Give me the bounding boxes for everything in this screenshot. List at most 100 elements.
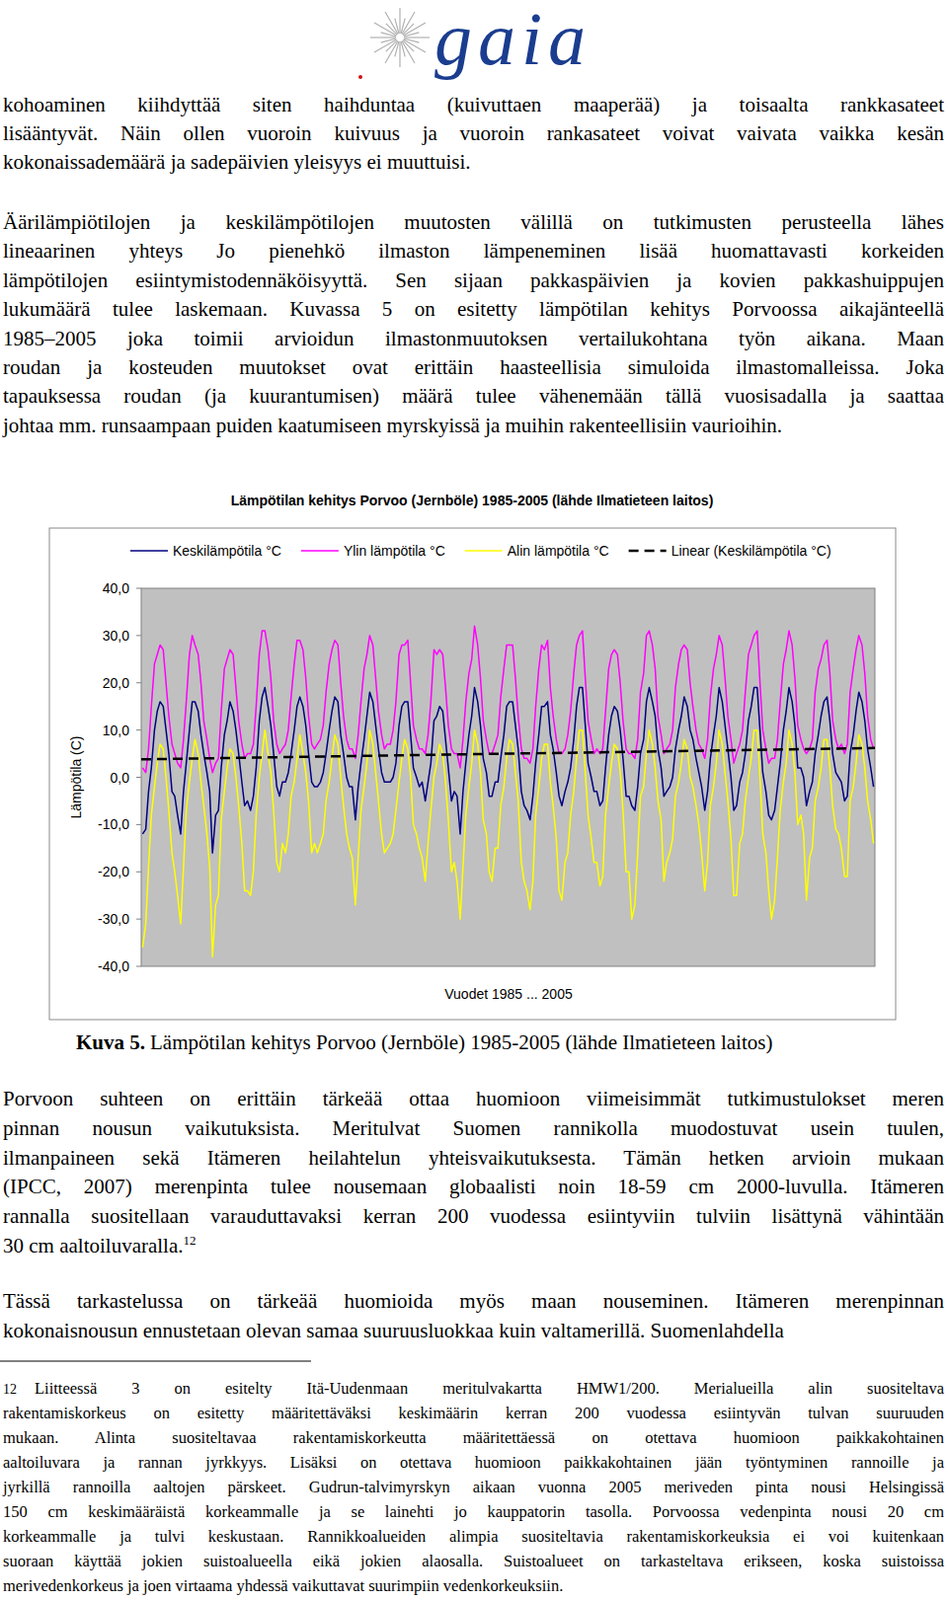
footnote-text: aaltoiluvara ja rannan jyrkkyys. Lisäksi… [2,1453,945,1473]
text-line-content: (IPCC, 2007) merenpinta tulee nousemaan … [2,1175,945,1199]
chart: Lämpötilan kehitys Porvoo (Jernböle) 198… [49,492,896,1021]
text-line: Porvoon suhteen on erittäin tärkeää otta… [2,1085,945,1115]
y-tick [136,682,142,684]
logo-ray [395,18,399,34]
legend-label: Linear (Keskilämpötila °C) [671,543,832,559]
y-tick-label: -20,0 [97,864,130,880]
chart-frame [49,528,896,1021]
y-tick [136,966,142,968]
footnote-text: jyrkillä rannoilla aaltojen pärskeet. Gu… [2,1478,945,1498]
series-group [141,626,875,957]
y-tick [136,634,142,636]
text-line: pinnan nousun vaikutuksista. Meritulvat … [2,1114,945,1145]
logo-ray [381,38,396,43]
text-line: 1985–2005 joka toimii arvioidun ilmaston… [2,324,945,354]
logo-star [358,7,430,79]
text-line: Äärilämpiötilojen ja keskilämpötilojen m… [2,208,945,237]
footnote-marker: 12 [2,1382,17,1398]
text-line-content: 30 cm aaltoiluvaralla. [2,1234,184,1259]
y-tick-label: 10,0 [102,722,130,739]
footnote-line: mukaan. Alinta suositeltavaa rakentamisk… [2,1425,945,1451]
legend-label: Alin lämpötila °C [507,543,610,559]
text-line: roudan ja kosteuden muutokset ovat eritt… [2,353,945,383]
logo-ray [370,36,396,38]
text-line-content: kokonaissademäärä ja sadepäivien yleisyy… [2,150,472,174]
footnote-line: merivedenkorkeus ja joen virtaama yhdess… [2,1574,945,1599]
text-line-content: Porvoon suhteen on erittäin tärkeää otta… [2,1087,945,1111]
text-line-content: Tässä tarkastelussa on tärkeää huomioida… [2,1289,945,1314]
footnote-line: 150 cm keskimääräistä korkeammalle ja se… [2,1500,945,1525]
y-tick-label: 40,0 [102,580,130,597]
text-line: johtaa mm. runsaampaan puiden kaatumisee… [2,411,945,441]
footnote-line: aaltoiluvara ja rannan jyrkkyys. Lisäksi… [2,1450,945,1476]
caption: Kuva 5.Lämpötilan kehitys Porvoo (Jernbö… [76,1027,773,1058]
footnote-ref: 12 [183,1233,197,1249]
chart-title: Lämpötilan kehitys Porvoo (Jernböle) 198… [231,492,714,509]
footnote-text: suoraan käyttää jokien suistoalueella ei… [2,1552,945,1572]
y-tick [136,729,142,731]
series-line [141,748,875,760]
y-tick [136,871,142,873]
y-tick-label: 20,0 [102,675,130,692]
footnote-line: 12Liitteessä 3 on esitelty Itä-Uudenmaan… [2,1376,945,1403]
logo-ray [398,7,400,34]
text-line-content: ilmanpaineen sekä Itämeren heilahtelun y… [2,1146,945,1171]
legend-label: Keskilämpötila °C [172,543,282,559]
y-tick-label: -10,0 [97,816,130,833]
logo-ray [400,41,405,57]
text-line-content: roudan ja kosteuden muutokset ovat eritt… [2,355,945,380]
text-line: ilmanpaineen sekä Itämeren heilahtelun y… [2,1144,945,1175]
y-tick [136,777,142,779]
logo-text: gaia [434,0,592,83]
text-line: 30 cm aaltoiluvaralla.12 [2,1232,945,1263]
caption-label: Kuva 5. [76,1030,146,1055]
text-line-content: pinnan nousun vaikutuksista. Meritulvat … [2,1116,945,1141]
text-line: lineaarinen yhteys Jo pienehkö ilmaston … [2,237,945,266]
text-line-content: tapauksessa roudan (ja kuurantumisen) mä… [2,384,945,408]
logo-dot [358,75,363,79]
footnote-line: korkeammalle ja tulvi keskustaan. Rannik… [2,1524,945,1550]
legend-swatch [465,550,503,553]
logo-ray [374,39,397,53]
logo-ray [385,11,398,35]
logo-ray [403,36,430,38]
y-tick-label: -40,0 [97,958,130,975]
text-line: (IPCC, 2007) merenpinta tulee nousemaan … [2,1173,945,1203]
text-line-content: lineaarinen yhteys Jo pienehkö ilmaston … [2,238,945,263]
legend-swatch [629,550,667,553]
text-line: kohoaminen kiihdyttää siten haihduntaa (… [2,90,945,120]
y-tick [136,824,142,826]
legend-swatch [301,550,339,553]
y-tick [136,919,142,921]
footnote-line: suoraan käyttää jokien suistoalueella ei… [2,1549,945,1575]
text-line-content: lukumäärä tulee laskemaan. Kuvassa 5 on … [2,297,945,321]
footnote-text: mukaan. Alinta suositeltavaa rakentamisk… [2,1428,945,1448]
text-line: kokonaissademäärä ja sadepäivien yleisyy… [2,148,945,177]
footnote-text: rakentamiskorkeus on esitetty määritettä… [2,1404,945,1423]
logo-ray [398,41,400,68]
text-line-content: 1985–2005 joka toimii arvioidun ilmaston… [2,326,945,351]
text-line-content: rannalla suositellaan varauduttavaksi ke… [2,1204,945,1229]
series-line [142,688,873,855]
text-line: lämpötilojen esiintymistodennäköisyyttä.… [2,266,945,296]
text-line-content: Äärilämpiötilojen ja keskilämpötilojen m… [2,210,945,235]
footnote-line: rakentamiskorkeus on esitetty määritettä… [2,1401,945,1426]
text-line-content: lämpötilojen esiintymistodennäköisyyttä.… [2,268,945,293]
caption-text: Lämpötilan kehitys Porvoo (Jernböle) 198… [150,1030,773,1055]
series-line [142,730,873,958]
y-tick-label: -30,0 [97,911,130,928]
legend-swatch [130,550,168,553]
footnote-text: korkeammalle ja tulvi keskustaan. Rannik… [2,1527,945,1547]
plot-area [141,588,875,967]
footnote-text: 150 cm keskimääräistä korkeammalle ja se… [2,1502,945,1522]
y-tick-label: 30,0 [102,628,130,644]
text-line: tapauksessa roudan (ja kuurantumisen) mä… [2,382,945,411]
y-axis-label: Lämpötila (C) [68,735,84,819]
text-line: Tässä tarkastelussa on tärkeää huomioida… [2,1287,945,1318]
logo-ray [403,32,419,37]
x-axis-label: Vuodet 1985 ... 2005 [444,986,573,1003]
text-line: lukumäärä tulee laskemaan. Kuvassa 5 on … [2,295,945,324]
text-line-content: lisääntyvät. Näin ollen vuoroin kuivuus … [2,121,945,146]
footnote-rule [0,1361,312,1363]
text-line: lisääntyvät. Näin ollen vuoroin kuivuus … [2,119,945,149]
